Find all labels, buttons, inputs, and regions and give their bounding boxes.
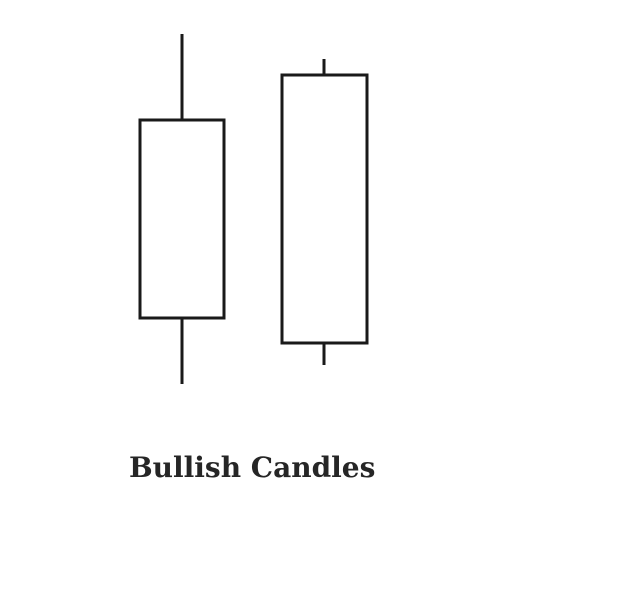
candle-1-body xyxy=(138,118,226,320)
candle-2 xyxy=(280,59,369,365)
diagram-caption: Bullish Candles xyxy=(129,451,376,484)
candle-2-body xyxy=(280,73,369,345)
candle-1 xyxy=(138,34,226,384)
